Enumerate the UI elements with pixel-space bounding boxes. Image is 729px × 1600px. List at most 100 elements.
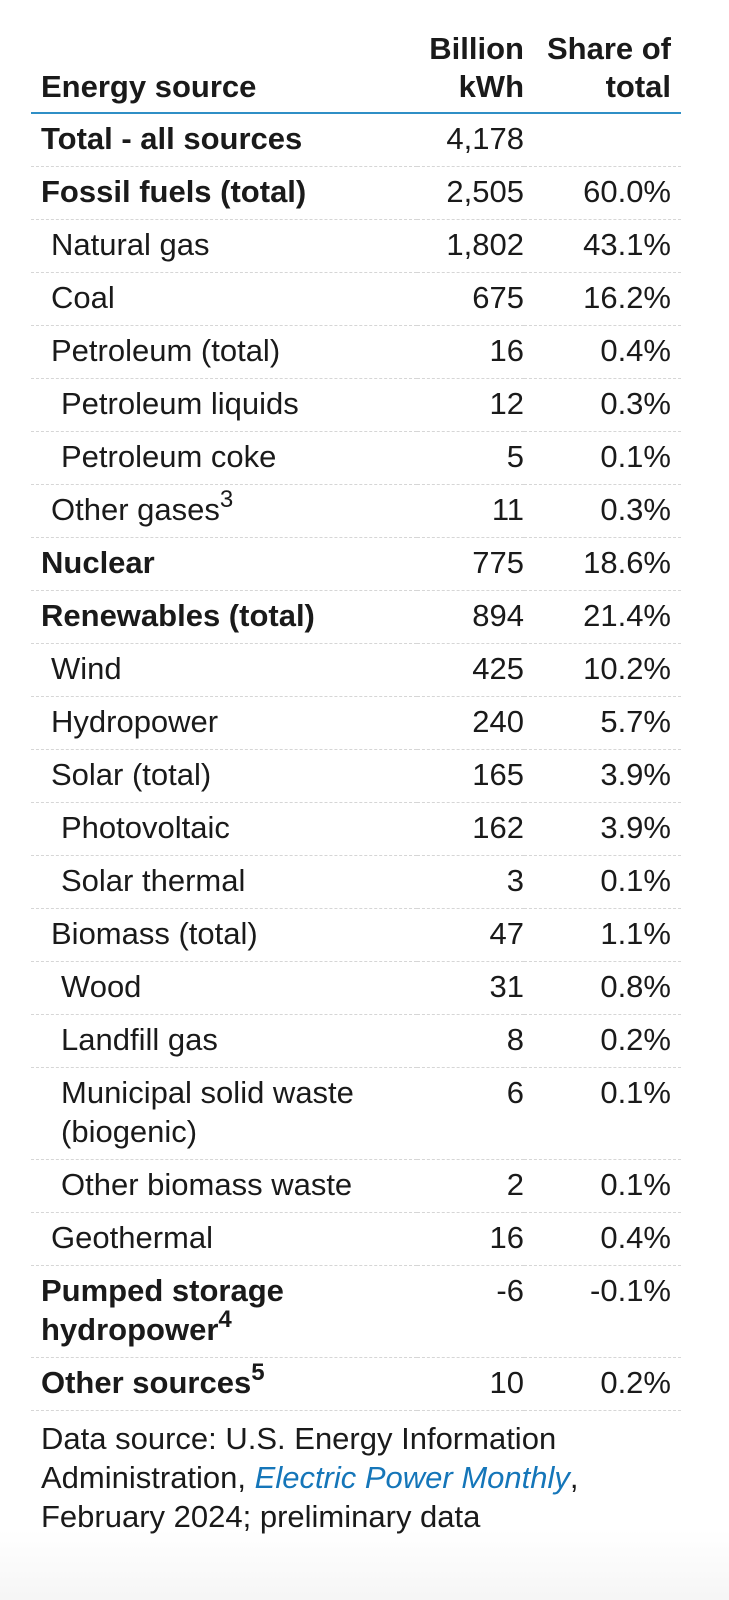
share-of-total-cell	[524, 113, 681, 167]
energy-source-label: Solar thermal	[61, 863, 246, 898]
electric-power-monthly-link[interactable]: Electric Power Monthly	[254, 1460, 570, 1495]
share-of-total-cell: 0.4%	[524, 1212, 681, 1266]
energy-source-label: Renewables (total)	[41, 598, 315, 633]
table-row: Total - all sources 4,178	[31, 113, 681, 167]
energy-source-label: Photovoltaic	[61, 810, 230, 845]
data-source-note: Data source: U.S. Energy Information Adm…	[31, 1419, 681, 1536]
table-row: Biomass (total) 47 1.1%	[31, 908, 681, 962]
energy-source-cell: Total - all sources	[31, 113, 417, 167]
billion-kwh-cell: 775	[417, 537, 524, 591]
billion-kwh-cell: 4,178	[417, 113, 524, 167]
energy-source-cell: Nuclear	[31, 537, 417, 591]
bottom-fade	[0, 1530, 729, 1600]
table-row: Petroleum coke 5 0.1%	[31, 431, 681, 485]
energy-source-label: Nuclear	[41, 545, 155, 580]
table-row: Municipal solid waste (biogenic) 6 0.1%	[31, 1067, 681, 1160]
share-of-total-cell: 0.3%	[524, 378, 681, 432]
energy-source-label: Wind	[51, 651, 122, 686]
energy-source-cell: Wind	[31, 643, 417, 697]
footer-prefix: Data source: U.S. Energy Information Adm…	[41, 1421, 557, 1495]
energy-table: Energy source Billion kWh Share of total…	[31, 30, 681, 1411]
share-of-total-cell: 0.3%	[524, 484, 681, 538]
energy-source-label: Hydropower	[51, 704, 219, 739]
table-row: Solar thermal 3 0.1%	[31, 855, 681, 909]
header-energy-source: Energy source	[31, 30, 417, 114]
billion-kwh-cell: 6	[417, 1067, 524, 1160]
billion-kwh-cell: 165	[417, 749, 524, 803]
billion-kwh-cell: 2,505	[417, 166, 524, 220]
billion-kwh-cell: 10	[417, 1357, 524, 1411]
energy-source-cell: Hydropower	[31, 696, 417, 750]
share-of-total-cell: 0.1%	[524, 855, 681, 909]
billion-kwh-cell: 11	[417, 484, 524, 538]
billion-kwh-cell: -6	[417, 1265, 524, 1358]
table-row: Petroleum (total) 16 0.4%	[31, 325, 681, 379]
share-of-total-cell: 0.2%	[524, 1357, 681, 1411]
table-row: Renewables (total) 894 21.4%	[31, 590, 681, 644]
energy-source-label: Municipal solid waste (biogenic)	[61, 1075, 354, 1149]
share-of-total-cell: 60.0%	[524, 166, 681, 220]
table-row: Other biomass waste 2 0.1%	[31, 1159, 681, 1213]
table-row: Wood 31 0.8%	[31, 961, 681, 1015]
header-share-line2: total	[605, 69, 671, 104]
energy-source-cell: Biomass (total)	[31, 908, 417, 962]
energy-source-label: Solar (total)	[51, 757, 212, 792]
energy-source-label: Other sources	[41, 1365, 252, 1400]
billion-kwh-cell: 2	[417, 1159, 524, 1213]
billion-kwh-cell: 16	[417, 1212, 524, 1266]
table-row: Natural gas 1,802 43.1%	[31, 219, 681, 273]
billion-kwh-cell: 16	[417, 325, 524, 379]
energy-source-label: Petroleum liquids	[61, 386, 299, 421]
energy-source-cell: Solar (total)	[31, 749, 417, 803]
share-of-total-cell: 21.4%	[524, 590, 681, 644]
billion-kwh-cell: 1,802	[417, 219, 524, 273]
table-row: Other sources5 10 0.2%	[31, 1357, 681, 1411]
energy-source-cell: Other gases3	[31, 484, 417, 538]
energy-source-label: Total - all sources	[41, 121, 303, 156]
share-of-total-cell: 0.1%	[524, 431, 681, 485]
energy-source-label: Petroleum coke	[61, 439, 277, 474]
table-row: Pumped storage hydropower4 -6 -0.1%	[31, 1265, 681, 1358]
energy-source-cell: Fossil fuels (total)	[31, 166, 417, 220]
share-of-total-cell: 43.1%	[524, 219, 681, 273]
table-row: Petroleum liquids 12 0.3%	[31, 378, 681, 432]
energy-source-cell: Coal	[31, 272, 417, 326]
energy-source-label: Other gases	[51, 492, 220, 527]
share-of-total-cell: 0.4%	[524, 325, 681, 379]
billion-kwh-cell: 3	[417, 855, 524, 909]
energy-source-cell: Solar thermal	[31, 855, 417, 909]
billion-kwh-cell: 12	[417, 378, 524, 432]
energy-source-cell: Natural gas	[31, 219, 417, 273]
table-row: Other gases3 11 0.3%	[31, 484, 681, 538]
share-of-total-cell: 5.7%	[524, 696, 681, 750]
share-of-total-cell: 0.1%	[524, 1159, 681, 1213]
header-share-of-total: Share of total	[524, 30, 681, 114]
footer-suffix: , February 2024; preliminary data	[41, 1460, 579, 1534]
energy-source-label: Petroleum (total)	[51, 333, 281, 368]
header-row: Energy source Billion kWh Share of total	[31, 30, 681, 114]
energy-source-label: Landfill gas	[61, 1022, 218, 1057]
table-header: Energy source Billion kWh Share of total	[31, 30, 681, 114]
billion-kwh-cell: 240	[417, 696, 524, 750]
header-billion-kwh: Billion kWh	[417, 30, 524, 114]
billion-kwh-cell: 5	[417, 431, 524, 485]
share-of-total-cell: 0.8%	[524, 961, 681, 1015]
energy-source-label: Geothermal	[51, 1220, 213, 1255]
energy-source-cell: Petroleum (total)	[31, 325, 417, 379]
energy-source-label: Fossil fuels (total)	[41, 174, 307, 209]
energy-table-container: Energy source Billion kWh Share of total…	[31, 30, 681, 1536]
energy-source-cell: Geothermal	[31, 1212, 417, 1266]
energy-source-label: Pumped storage hydropower	[41, 1273, 284, 1347]
table-row: Wind 425 10.2%	[31, 643, 681, 697]
share-of-total-cell: 3.9%	[524, 802, 681, 856]
billion-kwh-cell: 425	[417, 643, 524, 697]
energy-source-cell: Landfill gas	[31, 1014, 417, 1068]
energy-source-cell: Petroleum coke	[31, 431, 417, 485]
energy-source-label: Wood	[61, 969, 142, 1004]
energy-source-cell: Renewables (total)	[31, 590, 417, 644]
footnote-marker: 3	[219, 485, 234, 513]
billion-kwh-cell: 47	[417, 908, 524, 962]
share-of-total-cell: 3.9%	[524, 749, 681, 803]
energy-source-cell: Wood	[31, 961, 417, 1015]
table-row: Geothermal 16 0.4%	[31, 1212, 681, 1266]
